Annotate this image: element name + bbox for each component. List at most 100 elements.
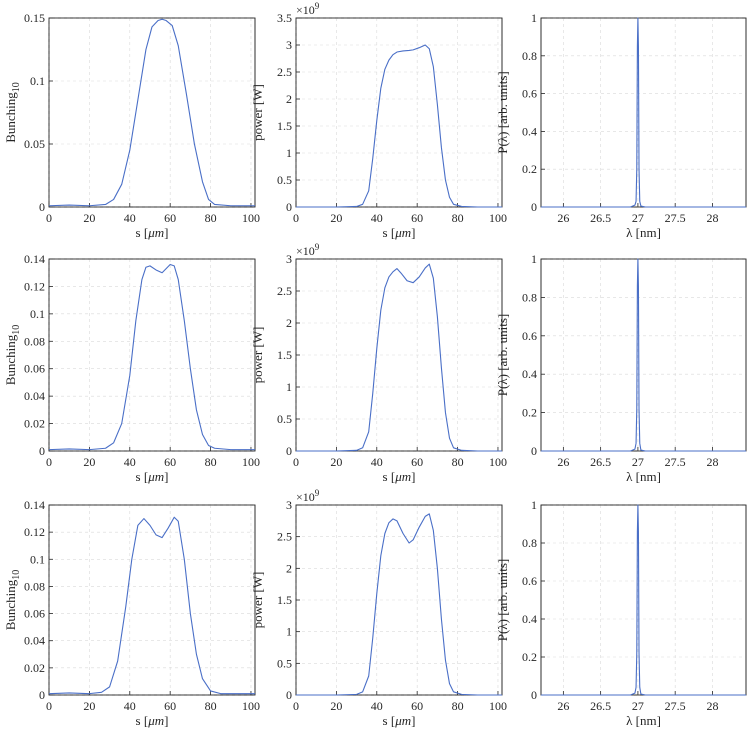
x-tick-label: 80 — [452, 699, 464, 713]
y-axis-label: Bunching10 — [3, 82, 22, 143]
x-tick-label: 40 — [124, 211, 136, 225]
x-tick-label: 0 — [46, 699, 52, 713]
y-axis-label-subscript: 10 — [11, 570, 22, 580]
y-tick-label: 2 — [286, 92, 292, 106]
plot-border — [295, 258, 503, 452]
y-axis-label: P(λ) [arb. units] — [495, 71, 510, 153]
x-axis-label-unit: μm — [147, 225, 164, 240]
y-axis-label-text: power [W] — [250, 572, 265, 629]
y-tick-label: 0.14 — [24, 498, 45, 512]
y-tick-label: 0 — [39, 200, 45, 214]
y-tick-label: 0.1 — [30, 552, 45, 566]
x-tick-label: 27.5 — [665, 699, 686, 713]
x-axis-label-unit: μm — [147, 713, 164, 728]
panel-r2-c2: 26 26.5 27 27.5 28 0 0.2 0.4 0.6 0.8 1 λ [nm] P(λ) [… — [495, 498, 747, 728]
y-tick-label: 0 — [39, 688, 45, 702]
panel-r0-c0: 0 20 40 60 80 100 0 0.05 0.1 0.15 s [μm] Bunching10 — [3, 11, 260, 240]
y-tick-label: 1.5 — [277, 348, 292, 362]
y-tick-label: 0.8 — [522, 49, 537, 63]
y-tick-label: 2.5 — [277, 284, 292, 298]
y-tick-label: 0.1 — [30, 307, 45, 321]
x-tick-label: 26 — [557, 699, 569, 713]
y-tick-label: 1.5 — [277, 593, 292, 607]
y-tick-label: 0.06 — [24, 362, 45, 376]
x-tick-label: 20 — [83, 699, 95, 713]
y-tick-label: 0.2 — [522, 650, 537, 664]
x-axis-label-text: λ [nm] — [626, 469, 661, 484]
plot-border — [295, 504, 503, 696]
x-tick-label: 0 — [293, 699, 299, 713]
plot-frame — [48, 504, 256, 696]
panel-r0-c2: 26 26.5 27 27.5 28 0 0.2 0.4 0.6 0.8 1 λ [nm] P(λ) [… — [495, 11, 747, 240]
x-axis-label-suffix: ] — [164, 225, 168, 240]
y-tick-label: 3 — [286, 38, 292, 52]
y-tick-label: 0 — [39, 444, 45, 458]
y-exponent-label: ×109 — [296, 1, 320, 17]
y-tick-label: 0.4 — [522, 612, 537, 626]
y-tick-label: 0.02 — [24, 417, 45, 431]
x-tick-label: 100 — [489, 211, 507, 225]
x-tick-label: 27 — [632, 455, 644, 469]
x-tick-label: 60 — [164, 699, 176, 713]
x-tick-label: 60 — [164, 455, 176, 469]
series-line — [541, 258, 746, 452]
series-line — [296, 513, 502, 696]
x-tick-label: 0 — [46, 211, 52, 225]
y-tick-label: 1 — [531, 11, 537, 25]
y-tick-label: 0.5 — [277, 412, 292, 426]
x-tick-label: 20 — [83, 211, 95, 225]
plot-frame — [48, 17, 256, 208]
x-tick-label: 28 — [706, 699, 718, 713]
x-tick-label: 40 — [371, 455, 383, 469]
x-axis-label-text: s [ — [136, 469, 149, 484]
y-exponent-power: 9 — [315, 242, 320, 252]
y-tick-label: 0.08 — [24, 579, 45, 593]
y-axis-label: power [W] — [250, 572, 265, 629]
x-tick-label: 27 — [632, 211, 644, 225]
series-line — [48, 516, 255, 695]
x-tick-label: 27.5 — [665, 211, 686, 225]
x-axis-label-unit: μm — [394, 469, 411, 484]
x-tick-label: 80 — [452, 455, 464, 469]
y-axis-label: P(λ) [arb. units] — [495, 559, 510, 641]
x-tick-label: 100 — [242, 699, 260, 713]
y-tick-label: 0.8 — [522, 290, 537, 304]
x-axis-label-unit: μm — [147, 469, 164, 484]
y-tick-label: 0 — [286, 688, 292, 702]
y-exponent-label: ×109 — [296, 242, 320, 258]
series-line — [541, 504, 746, 696]
x-tick-label: 0 — [293, 211, 299, 225]
y-axis-label-text: Bunching — [3, 92, 18, 143]
y-tick-label: 0.5 — [277, 173, 292, 187]
y-tick-label: 3 — [286, 252, 292, 266]
y-tick-label: 0 — [286, 444, 292, 458]
y-tick-label: 2.5 — [277, 530, 292, 544]
x-tick-label: 26.5 — [590, 211, 611, 225]
y-tick-label: 0.12 — [24, 525, 45, 539]
y-tick-label: 2 — [286, 561, 292, 575]
x-tick-label: 100 — [242, 455, 260, 469]
y-tick-label: 0.4 — [522, 367, 537, 381]
y-tick-label: 3.5 — [277, 11, 292, 25]
y-tick-label: 0.02 — [24, 661, 45, 675]
plot-frame — [540, 258, 747, 452]
y-tick-label: 0.05 — [24, 137, 45, 151]
y-tick-label: 1.5 — [277, 119, 292, 133]
y-tick-label: 0 — [531, 200, 537, 214]
series-line — [48, 263, 255, 451]
x-tick-label: 20 — [83, 455, 95, 469]
plot-border — [295, 17, 503, 208]
y-tick-label: 0.06 — [24, 607, 45, 621]
series-line — [296, 263, 502, 452]
y-tick-label: 0.6 — [522, 329, 537, 343]
y-tick-label: 0.4 — [522, 124, 537, 138]
x-tick-label: 26 — [557, 455, 569, 469]
x-tick-label: 26 — [557, 211, 569, 225]
panel-r1-c2: 26 26.5 27 27.5 28 0 0.2 0.4 0.6 0.8 1 λ [nm] P(λ) [… — [495, 252, 747, 484]
x-tick-label: 80 — [452, 211, 464, 225]
x-tick-label: 40 — [124, 699, 136, 713]
y-axis-label-subscript: 10 — [11, 82, 22, 92]
x-axis-label-text: λ [nm] — [626, 225, 661, 240]
x-axis-label: s [μm] — [136, 469, 169, 484]
x-tick-label: 20 — [330, 455, 342, 469]
